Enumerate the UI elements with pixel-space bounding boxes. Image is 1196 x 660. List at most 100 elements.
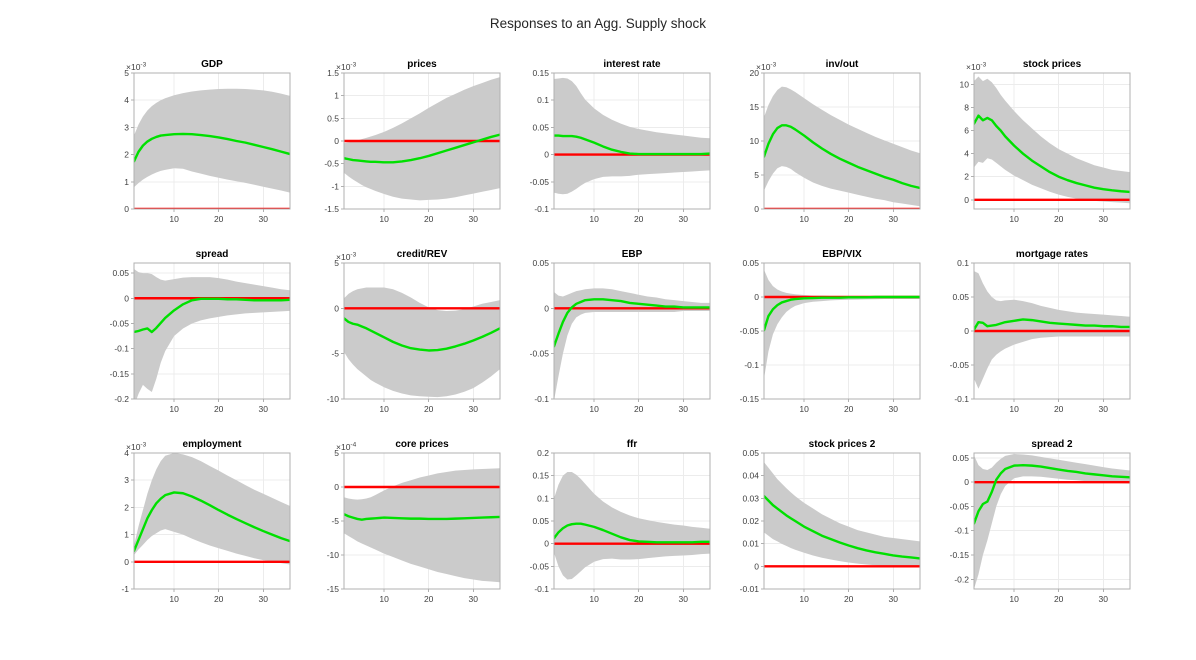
x-tick-label: 10 <box>169 594 179 604</box>
y-tick-label: 0 <box>124 557 129 567</box>
y-tick-label: 0.03 <box>742 493 759 503</box>
tick-marks <box>131 272 264 402</box>
tick-marks <box>761 452 894 592</box>
axis-box <box>133 262 291 400</box>
confidence-band <box>554 77 710 195</box>
x-tick-label: 20 <box>1054 214 1064 224</box>
y-tick-label: 1 <box>334 91 339 101</box>
axis-exponent-label: ×10-3 <box>336 252 357 263</box>
axis-exponent-label: ×10-3 <box>126 62 147 73</box>
x-tick-label: 20 <box>634 404 644 414</box>
confidence-band <box>344 468 500 583</box>
response-line <box>344 133 500 164</box>
tick-marks <box>761 72 894 212</box>
x-tick-label: 30 <box>1099 214 1109 224</box>
chart-core-prices: 10 20 30 -15 -10 -5 0 5×10-4 core prices <box>327 439 501 604</box>
x-tick-label: 30 <box>469 214 479 224</box>
confidence-band <box>554 472 710 580</box>
subplot-title: interest rate <box>603 59 661 70</box>
chart-interest-rate: 10 20 30 -0.1 -0.05 0 0.05 0.1 0.15 interest rate <box>530 59 711 224</box>
y-tick-label: 0.05 <box>952 292 969 302</box>
x-tick-label: 10 <box>169 404 179 414</box>
subplot-title: EBP <box>622 249 643 260</box>
y-tick-label: 5 <box>334 258 339 268</box>
y-tick-label: 6 <box>964 126 969 136</box>
x-tick-label: 20 <box>1054 404 1064 414</box>
y-tick-label: -0.05 <box>530 177 550 187</box>
y-tick-label: -0.2 <box>954 574 969 584</box>
y-tick-label: -0.1 <box>744 360 759 370</box>
x-tick-label: 10 <box>799 594 809 604</box>
tick-marks <box>551 72 684 212</box>
x-tick-label: 10 <box>589 594 599 604</box>
x-tick-label: 30 <box>469 404 479 414</box>
response-line <box>134 491 290 553</box>
subplot-title: EBP/VIX <box>822 249 862 260</box>
axis-box <box>133 452 291 590</box>
y-tick-label: 0 <box>964 195 969 205</box>
chart-ffr: 10 20 30 -0.1 -0.05 0 0.05 0.1 0.15 0.2 ffr <box>530 439 711 604</box>
x-tick-label: 30 <box>889 404 899 414</box>
chart-ebp: 10 20 30 -0.1 -0.05 0 0.05 EBP <box>530 249 711 414</box>
y-tick-label: 0.04 <box>742 471 759 481</box>
y-tick-label: -0.1 <box>114 344 129 354</box>
subplot-title: stock prices <box>1023 59 1082 70</box>
x-tick-label: 20 <box>844 214 854 224</box>
subplot-title: employment <box>183 439 243 450</box>
y-tick-label: 8 <box>964 103 969 113</box>
y-tick-label: -1 <box>121 584 129 594</box>
x-tick-label: 10 <box>1009 404 1019 414</box>
x-tick-label: 30 <box>889 594 899 604</box>
y-tick-label: 0 <box>334 482 339 492</box>
x-tick-label: 20 <box>214 594 224 604</box>
x-tick-label: 10 <box>379 594 389 604</box>
chart-credit-rev: 10 20 30 -10 -5 0 5×10-3 credit/REV <box>327 249 501 414</box>
response-line <box>764 295 920 332</box>
x-tick-label: 30 <box>679 594 689 604</box>
y-tick-label: 1 <box>124 530 129 540</box>
axis-exponent-label: ×10-3 <box>966 62 987 73</box>
x-tick-label: 30 <box>679 404 689 414</box>
chart-prices: 10 20 30 -1.5 -1 -0.5 0 0.5 1 1.5×10-3 prices <box>324 59 501 224</box>
chart-stock-prices-2: 10 20 30 -0.01 0 0.01 0.02 0.03 0.04 0.05 stock pr… <box>740 439 921 604</box>
response-line <box>974 463 1130 525</box>
y-tick-label: 0.15 <box>532 471 549 481</box>
chart-employment: 10 20 30 -1 0 1 2 3 4×10-3 employment <box>121 439 291 604</box>
y-tick-label: 0 <box>544 303 549 313</box>
y-tick-label: 4 <box>124 95 129 105</box>
y-tick-label: 0.05 <box>532 122 549 132</box>
x-tick-label: 10 <box>799 214 809 224</box>
x-tick-label: 30 <box>889 214 899 224</box>
x-tick-label: 10 <box>1009 214 1019 224</box>
y-tick-label: 0 <box>964 326 969 336</box>
chart-gdp: 10 20 30 0 1 2 3 4 5×10-3 GDP <box>124 59 291 224</box>
response-line <box>554 298 710 348</box>
y-tick-label: -1 <box>331 181 339 191</box>
x-tick-label: 10 <box>589 404 599 414</box>
response-line <box>134 132 290 163</box>
response-line <box>974 318 1130 331</box>
y-tick-label: 0.05 <box>532 516 549 526</box>
y-tick-label: 1.5 <box>327 68 339 78</box>
y-tick-label: 4 <box>124 448 129 458</box>
chart-spread-2: 10 20 30 -0.2 -0.15 -0.1 -0.05 0 0.05 spread 2 <box>950 439 1131 604</box>
x-tick-label: 10 <box>169 214 179 224</box>
subplot-title: credit/REV <box>397 249 448 260</box>
y-tick-label: -0.15 <box>740 394 760 404</box>
x-tick-label: 20 <box>1054 594 1064 604</box>
subplot-title: prices <box>407 59 437 70</box>
confidence-band <box>134 88 290 193</box>
chart-mortgage-rates: 10 20 30 -0.1 -0.05 0 0.05 0.1 mortgage rates <box>950 249 1131 414</box>
tick-marks <box>971 262 1104 402</box>
tick-marks <box>131 72 264 212</box>
axis-exponent-label: ×10-3 <box>126 442 147 453</box>
y-tick-label: 0 <box>964 477 969 487</box>
y-tick-label: 0.05 <box>952 453 969 463</box>
y-tick-label: -10 <box>327 394 340 404</box>
x-tick-label: 20 <box>634 594 644 604</box>
y-tick-label: 2 <box>964 172 969 182</box>
tick-marks <box>131 452 264 592</box>
y-tick-label: -15 <box>327 584 340 594</box>
y-tick-label: 1 <box>124 177 129 187</box>
response-line <box>764 124 920 190</box>
